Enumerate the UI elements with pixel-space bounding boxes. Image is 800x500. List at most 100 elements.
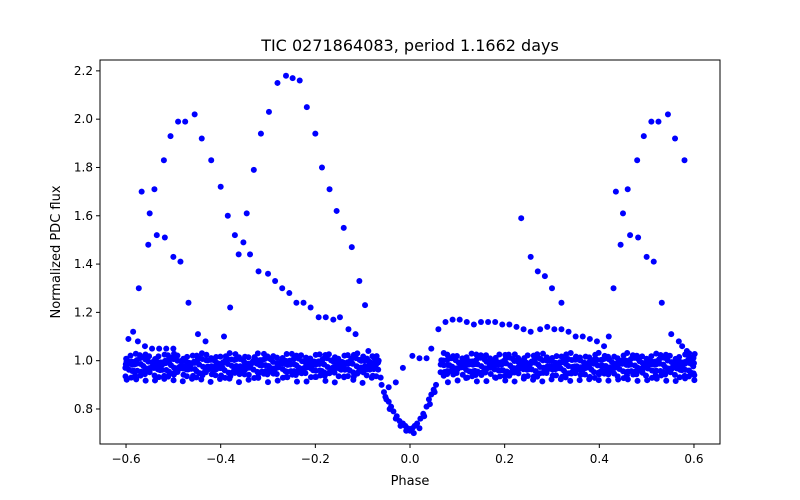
data-point [635,234,642,241]
data-point [505,351,512,358]
data-point [567,377,574,384]
data-point [322,314,329,321]
data-point [449,316,456,323]
x-axis-ticks: −0.6 −0.4 −0.2 0.0 0.2 0.4 0.6 [111,444,704,466]
data-point [362,302,369,309]
y-tick-label: 1.6 [74,209,93,223]
data-point [313,374,320,381]
data-point [378,381,385,388]
y-tick-label: 2.0 [74,112,93,126]
data-point [247,251,254,258]
data-point [153,232,160,239]
data-point [399,364,406,371]
data-point [155,374,162,381]
data-point [470,321,477,328]
data-point [326,370,333,377]
data-point [373,353,380,360]
data-point [146,369,153,376]
data-point [634,377,641,384]
data-point [264,353,271,360]
data-point [501,372,508,379]
data-point [231,232,238,239]
data-point [454,377,461,384]
data-point [586,376,593,383]
data-point [272,277,279,284]
data-point [363,372,370,379]
data-point [425,396,432,403]
data-point [639,353,646,360]
data-point [331,379,338,386]
data-point [676,353,683,360]
data-point [672,377,679,384]
data-point [431,389,438,396]
data-point [235,354,242,361]
data-point [184,353,191,360]
data-point [175,118,182,125]
data-point [648,118,655,125]
data-point [499,321,506,328]
data-point [293,378,300,385]
data-point [170,253,177,260]
data-point [386,405,393,412]
data-point [518,215,525,222]
data-point [146,210,153,217]
data-point [506,372,513,379]
data-point [170,345,177,352]
data-point [409,352,416,359]
data-point [185,299,192,306]
data-point [579,333,586,340]
data-point [487,355,494,362]
data-point [146,353,153,360]
data-point [293,299,300,306]
data-point [273,370,280,377]
data-point [216,376,223,383]
data-point [170,377,177,384]
data-point [335,355,342,362]
data-point [289,75,296,82]
data-point [345,326,352,333]
y-axis-label: Normalized PDC flux [49,185,64,318]
data-point [416,425,423,432]
data-point [250,166,257,173]
data-point [283,72,289,79]
data-point [442,319,449,326]
data-point [303,378,310,385]
data-point [456,316,463,323]
data-point [155,353,162,360]
data-point [161,375,168,382]
data-point [286,290,293,297]
data-point [213,353,220,360]
data-point [397,422,404,429]
data-point [135,285,142,292]
data-point [601,343,608,350]
data-point [576,377,583,384]
data-point [257,130,264,137]
data-point [581,371,588,378]
data-point [453,370,460,377]
data-point [548,285,555,292]
data-point [255,268,262,275]
data-point [236,371,243,378]
data-point [193,352,200,359]
data-point [410,430,417,437]
x-tick-label: 0.6 [684,452,703,466]
data-point [444,351,451,358]
data-point [231,369,238,376]
y-tick-label: 1.2 [74,305,93,319]
data-point [235,251,242,258]
data-point [125,335,132,342]
data-point [307,355,314,362]
data-point [161,234,168,241]
data-point [558,299,565,306]
data-point [221,333,227,340]
data-point [562,374,569,381]
scatter-points [122,72,698,437]
data-point [217,183,224,190]
data-point [463,319,470,326]
data-point [174,352,181,359]
data-point [368,374,375,381]
data-point [279,285,286,292]
data-point [174,369,181,376]
